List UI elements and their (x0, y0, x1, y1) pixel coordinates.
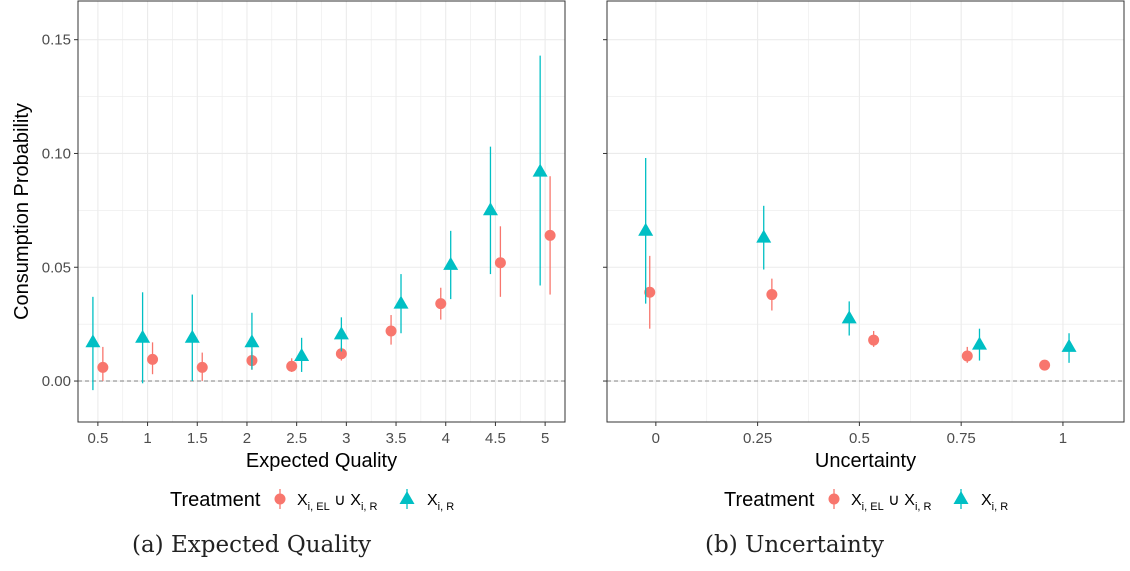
series_a-point (97, 361, 109, 373)
x-tick-label: 5 (541, 430, 549, 447)
series_a-point (961, 350, 973, 362)
x-tick-label: 0 (652, 430, 660, 447)
x-axis-title: Uncertainty (815, 450, 916, 472)
x-tick-label: 0.5 (849, 430, 870, 447)
series_b-point (393, 295, 409, 309)
legend-key-series-a (828, 493, 840, 505)
legend-label-series-b: Xi, R (981, 492, 1008, 513)
legend-title: Treatment (170, 489, 261, 511)
series_a-point (868, 334, 880, 346)
series_a-point (1039, 359, 1051, 371)
series_b-point (333, 326, 349, 340)
x-tick-label: 4 (442, 430, 450, 447)
legend-key-series-b (399, 491, 415, 504)
x-tick-label: 0.75 (947, 430, 976, 447)
legend-key-series-b (953, 491, 969, 504)
x-tick-label: 0.5 (87, 430, 108, 447)
series_b-point (135, 329, 151, 343)
x-axis-title: Expected Quality (246, 450, 397, 472)
series_b-point (482, 202, 498, 216)
caption-expected-quality: (a) Expected Quality (132, 532, 372, 558)
series_a-point (644, 286, 656, 298)
series_a-point (544, 229, 556, 241)
y-tick-label: 0.00 (42, 373, 71, 390)
chart-panel-a: 0.00 0.05 0.10 0.15 0.5 1 1.5 2 2.5 3 3.5 4 4.5 5 Expe… (11, 0, 566, 513)
x-tick-label: 3.5 (386, 430, 407, 447)
legend-a: Treatment Xi, EL ∪ Xi, R Xi, R (170, 489, 454, 513)
series_b-point (244, 334, 260, 348)
series_b-point (443, 256, 459, 270)
series_b-point (638, 222, 654, 236)
legend-label-series-b: Xi, R (427, 492, 454, 513)
x-tick-label: 1 (143, 430, 151, 447)
series_b-point (841, 310, 857, 324)
series_b-point (532, 163, 548, 177)
x-tick-label: 2 (243, 430, 251, 447)
y-axis-title: Consumption Probability (11, 103, 33, 320)
x-tick-label: 3 (342, 430, 350, 447)
legend-key-series-a (274, 493, 286, 505)
series_a-point (147, 353, 159, 365)
caption-uncertainty: (b) Uncertainty (705, 532, 885, 558)
series_b-point (184, 329, 200, 343)
y-tick-label: 0.10 (42, 145, 71, 162)
series_b-point (85, 334, 101, 348)
legend-b: Treatment Xi, EL ∪ Xi, R Xi, R (724, 489, 1008, 513)
x-tick-label: 4.5 (485, 430, 506, 447)
y-tick-label: 0.15 (42, 32, 71, 49)
series_b-point (971, 336, 987, 350)
series_a-point (494, 257, 506, 269)
y-tick-label: 0.05 (42, 259, 71, 276)
panel-border (77, 0, 566, 423)
x-tick-label: 2.5 (286, 430, 307, 447)
x-tick-label: 0.25 (743, 430, 772, 447)
series_a-point (335, 348, 347, 360)
legend-label-series-a: Xi, EL ∪ Xi, R (297, 492, 378, 513)
series_a-point (286, 360, 298, 372)
x-tick-label: 1 (1059, 430, 1067, 447)
panel-border (606, 0, 1125, 423)
series_b-point (756, 229, 772, 243)
series_a-point (385, 325, 397, 337)
series_a-point (766, 289, 778, 301)
legend-label-series-a: Xi, EL ∪ Xi, R (851, 492, 932, 513)
series_a-point (435, 298, 447, 310)
series_b-point (1061, 338, 1077, 352)
series_b-point (294, 347, 310, 361)
x-tick-label: 1.5 (187, 430, 208, 447)
series_a-point (196, 361, 208, 373)
legend-title: Treatment (724, 489, 815, 511)
